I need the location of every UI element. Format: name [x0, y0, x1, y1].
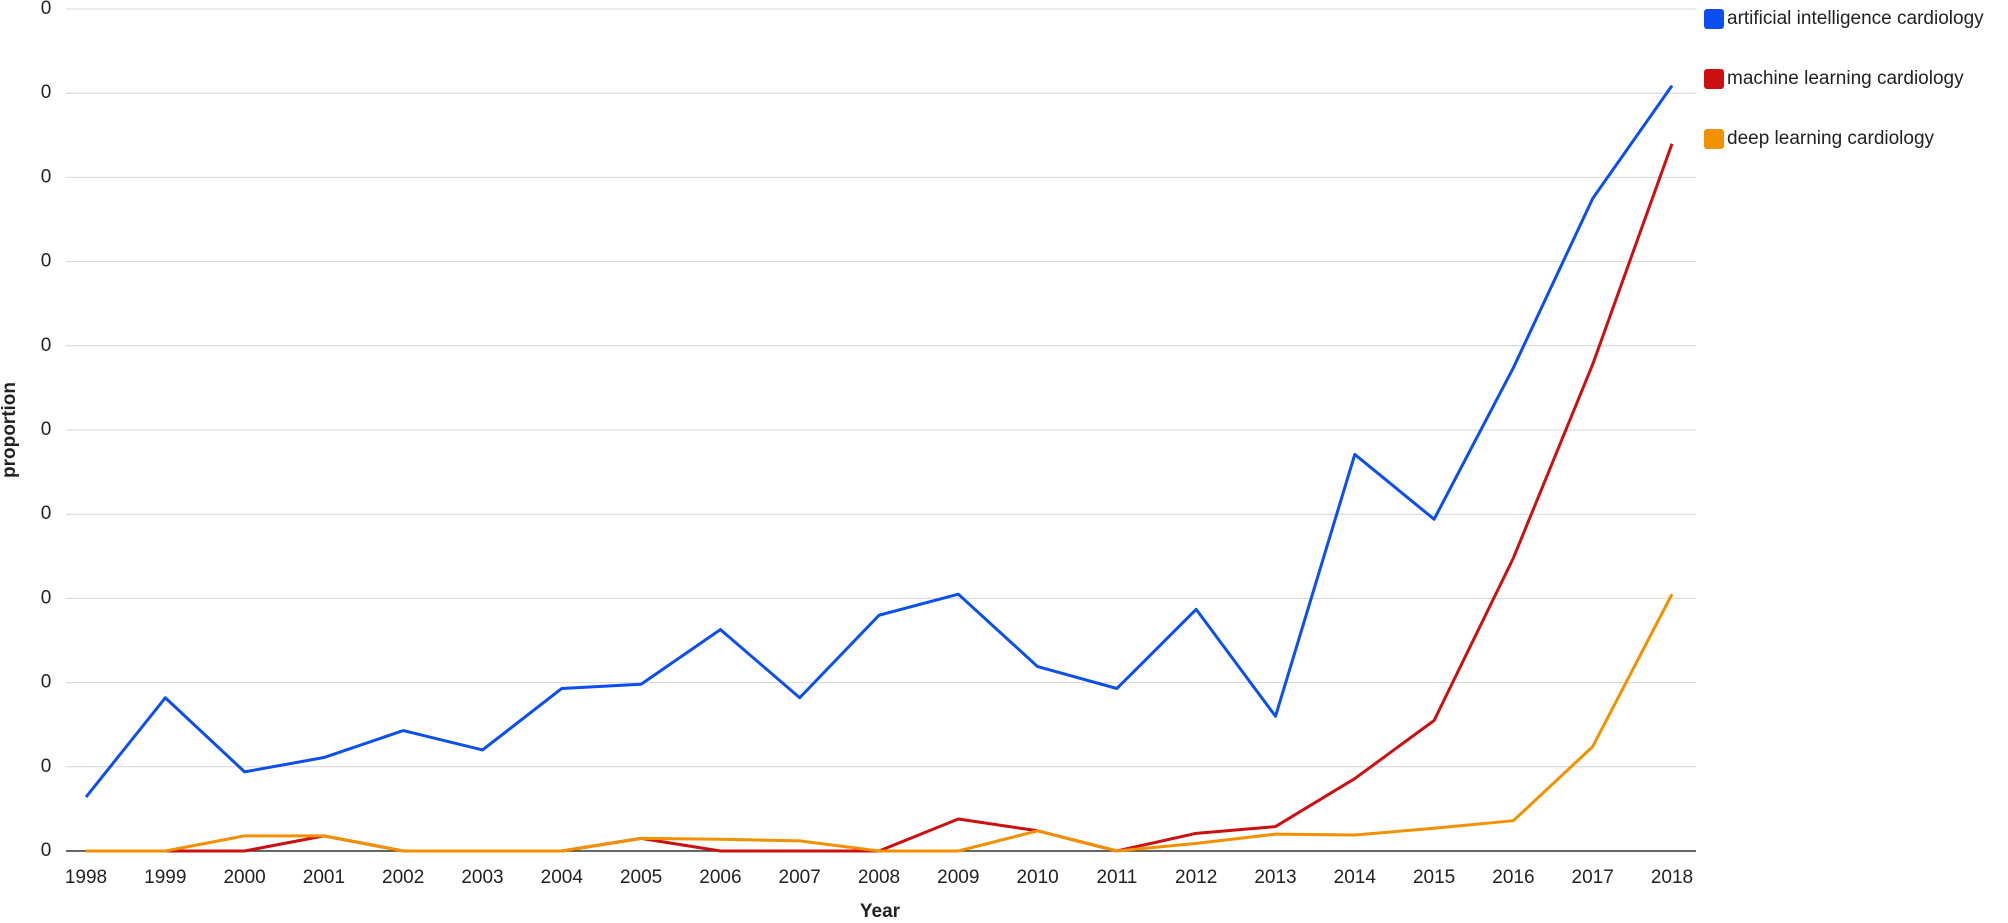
x-tick-label: 2016 [1492, 867, 1534, 888]
x-tick-label: 2004 [541, 867, 584, 888]
x-tick-label: 2014 [1334, 867, 1377, 888]
x-tick-label: 2006 [699, 867, 741, 888]
legend-swatch [1704, 129, 1724, 149]
y-tick-label: 0 [41, 0, 52, 19]
y-tick-label: 0 [41, 251, 52, 272]
x-tick-label: 2002 [382, 867, 424, 888]
legend-swatch [1704, 69, 1724, 89]
line-series [84, 84, 1674, 799]
line-series [86, 143, 1674, 853]
x-tick-label: 2011 [1096, 867, 1137, 888]
y-axis-title: proportion [0, 382, 20, 478]
y-tick-label: 0 [41, 840, 52, 861]
legend-label: machine learning cardiology [1727, 68, 1964, 89]
x-tick-label: 2018 [1651, 867, 1693, 888]
x-tick-label: 2012 [1175, 867, 1217, 888]
x-tick-label: 2017 [1572, 867, 1614, 888]
y-tick-label: 0 [41, 419, 52, 440]
x-tick-label: 2008 [858, 867, 900, 888]
x-tick-label: 2015 [1413, 867, 1455, 888]
x-tick-label: 2007 [779, 867, 821, 888]
x-tick-label: 2009 [937, 867, 979, 888]
x-tick-label: 2005 [620, 867, 662, 888]
x-tick-label: 2013 [1254, 867, 1296, 888]
x-tick-label: 1998 [65, 867, 107, 888]
y-tick-label: 0 [41, 672, 52, 693]
x-tick-label: 1999 [144, 867, 186, 888]
y-tick-label: 0 [41, 503, 52, 524]
x-tick-label: 2003 [461, 867, 503, 888]
x-axis-title: Year [860, 901, 901, 922]
y-tick-label: 0 [41, 756, 52, 777]
legend-swatch [1704, 9, 1724, 29]
x-tick-label: 2000 [223, 867, 265, 888]
line-series [86, 593, 1674, 853]
y-tick-label: 0 [41, 335, 52, 356]
y-tick-label: 0 [41, 82, 52, 103]
y-tick-label: 0 [41, 587, 52, 608]
legend-label: artificial intelligence cardiology [1727, 8, 1984, 29]
y-tick-label: 0 [41, 166, 52, 187]
x-tick-label: 2010 [1016, 867, 1058, 888]
legend-label: deep learning cardiology [1727, 128, 1935, 149]
x-tick-label: 2001 [303, 867, 345, 888]
